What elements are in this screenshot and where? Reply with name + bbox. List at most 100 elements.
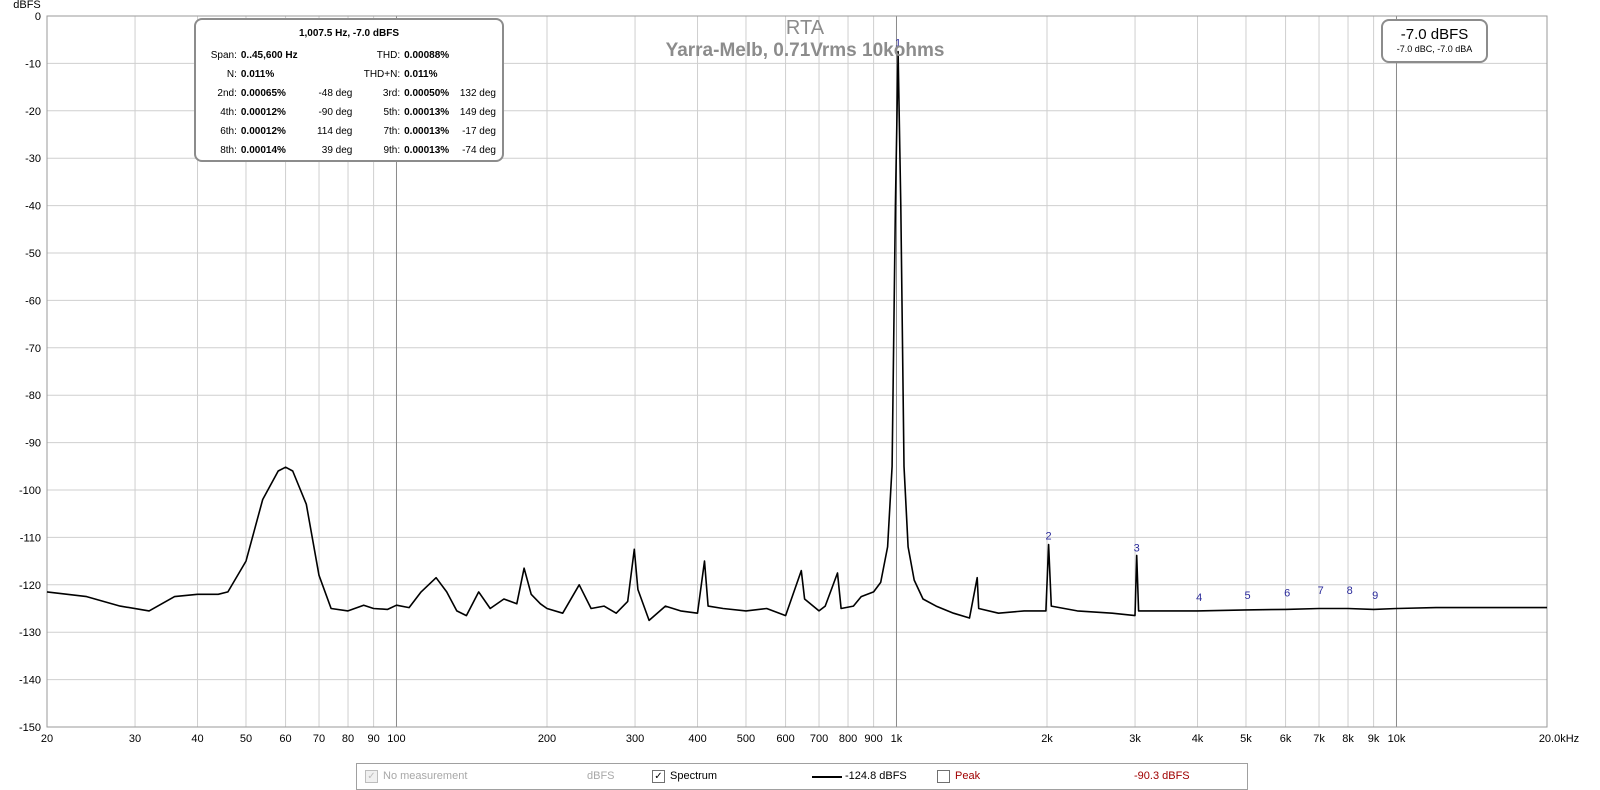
peak-checkbox[interactable] <box>937 770 950 783</box>
series-layer <box>46 50 1547 622</box>
harmonic-marker-2: 2 <box>1046 531 1052 543</box>
info-cell-v1: 0.00012% <box>240 126 286 137</box>
info-cell-v1: 0.00065% <box>240 88 286 99</box>
measurement-info-panel: 1,007.5 Hz, -7.0 dBFS Span: 0..45,600 Hz T… <box>194 18 504 162</box>
x-tick-label: 300 <box>626 733 644 745</box>
harmonic-marker-5: 5 <box>1245 590 1251 602</box>
info-cell-v1: 0.011% <box>240 69 275 80</box>
info-cell-v2: 0.00013% <box>404 126 450 137</box>
x-tick-label: 40 <box>191 733 203 745</box>
x-tick-label: 60 <box>279 733 291 745</box>
info-row: 4th: 0.00012% -90 deg 5th: 0.00013% 149 deg <box>196 103 502 122</box>
info-cell-l2: THD+N: <box>363 69 401 80</box>
info-cell-d2: -17 deg <box>462 126 496 137</box>
y-axis-ticks: 0 -10 -20 -30 -40 -50 -60 -70 -80 -90 -100 -110 -120… <box>19 11 41 734</box>
x-tick-label: 2k <box>1041 733 1053 745</box>
x-tick-label: 30 <box>129 733 141 745</box>
harmonic-marker-4: 4 <box>1196 592 1202 604</box>
info-cell-l1: 8th: <box>220 145 237 156</box>
x-tick-label: 50 <box>240 733 252 745</box>
info-cell-d1 <box>305 46 359 65</box>
harmonic-marker-9: 9 <box>1372 590 1378 602</box>
info-header: 1,007.5 Hz, -7.0 dBFS <box>298 28 400 39</box>
x-tick-label: 6k <box>1280 733 1292 745</box>
y-tick-label: -110 <box>20 532 41 544</box>
info-cell-v2: 0.00050% <box>404 88 450 99</box>
info-cell-v2: 0.00013% <box>404 107 450 118</box>
y-tick-label: -100 <box>19 485 41 497</box>
x-tick-label: 500 <box>737 733 755 745</box>
x-tick-label: 90 <box>367 733 379 745</box>
x-tick-label: 900 <box>864 733 882 745</box>
info-cell-v1: 0.00012% <box>240 107 286 118</box>
chart-title: RTA <box>786 17 825 39</box>
x-tick-label: 80 <box>342 733 354 745</box>
chart-subtitle: Yarra-Melb, 0.71Vrms 10kohms <box>666 40 945 61</box>
info-cell-v2: 0.011% <box>404 69 438 80</box>
y-tick-label: -30 <box>25 153 41 165</box>
legend-bar: ✓ No measurement dBFS ✓ Spectrum -124.8 … <box>356 763 1248 790</box>
info-cell-v1: 0..45,600 Hz <box>240 50 298 61</box>
x-tick-label: 100 <box>387 733 405 745</box>
spectrum-checkbox[interactable]: ✓ <box>652 770 665 783</box>
x-tick-label: 10k <box>1388 733 1406 745</box>
info-cell-d1: -48 deg <box>318 88 353 99</box>
y-tick-label: -70 <box>25 343 41 355</box>
harmonic-marker-8: 8 <box>1347 585 1353 597</box>
harmonic-marker-3: 3 <box>1134 542 1140 554</box>
harmonic-marker-1: 1 <box>895 38 901 50</box>
info-cell-l1: N: <box>226 69 237 80</box>
info-cell-v2: 0.00088% <box>404 50 450 61</box>
harmonic-marker-7: 7 <box>1318 585 1324 597</box>
info-cell-d2 <box>460 65 502 84</box>
y-tick-label: -130 <box>19 627 41 639</box>
info-cell-d2: 149 deg <box>459 107 496 118</box>
x-tick-label: 8k <box>1342 733 1354 745</box>
x-tick-label: 200 <box>538 733 556 745</box>
y-tick-label: -20 <box>25 106 41 118</box>
x-axis-ticks: 20 30 40 50 60 70 80 90 100 200 300 400 500 600 700 800… <box>41 733 1579 745</box>
info-row: 2nd: 0.00065% -48 deg 3rd: 0.00050% 132 deg <box>196 84 502 103</box>
info-cell-v1: 0.00014% <box>240 145 286 156</box>
x-tick-label: 700 <box>810 733 828 745</box>
info-cell-l1: Span: <box>210 50 237 61</box>
info-row: N: 0.011% THD+N: 0.011% <box>196 65 502 84</box>
x-tick-label: 70 <box>313 733 325 745</box>
y-tick-label: -90 <box>25 438 41 450</box>
y-tick-label: -60 <box>25 295 41 307</box>
level-main: -7.0 dBFS <box>1400 26 1469 43</box>
peak-label: Peak <box>955 770 981 782</box>
info-row: Span: 0..45,600 Hz THD: 0.00088% <box>196 46 502 65</box>
x-tick-label: 400 <box>688 733 706 745</box>
info-cell-d1: -90 deg <box>318 107 353 118</box>
x-tick-label: 5k <box>1240 733 1252 745</box>
info-row: 8th: 0.00014% 39 deg 9th: 0.00013% -74 deg <box>196 141 502 160</box>
info-cell-d1 <box>305 65 359 84</box>
x-tick-label: 7k <box>1313 733 1325 745</box>
info-cell-d2: -74 deg <box>462 145 496 156</box>
y-tick-label: 0 <box>35 11 41 23</box>
x-tick-label: 9k <box>1368 733 1380 745</box>
info-cell-l1: 2nd: <box>217 88 237 99</box>
x-tick-label: 3k <box>1129 733 1141 745</box>
level-readout: -7.0 dBFS -7.0 dBC, -7.0 dBA <box>1381 19 1488 63</box>
x-tick-label: 1k <box>891 733 903 745</box>
peak-value: -90.3 dBFS <box>1134 770 1190 782</box>
x-tick-label: 20.0kHz <box>1539 733 1579 745</box>
info-cell-l2: 5th: <box>383 107 401 118</box>
info-cell-v2: 0.00013% <box>404 145 450 156</box>
info-row: 6th: 0.00012% 114 deg 7th: 0.00013% -17 deg <box>196 122 502 141</box>
y-tick-label: -50 <box>25 248 41 260</box>
no-measurement-label: No measurement <box>383 770 468 782</box>
info-cell-d2 <box>460 46 502 65</box>
info-cell-l2: 9th: <box>383 145 401 156</box>
plot-border <box>46 15 1548 728</box>
no-measurement-checkbox[interactable]: ✓ <box>365 770 378 783</box>
y-tick-label: -80 <box>25 390 41 402</box>
info-cell-l2: 3rd: <box>382 88 401 99</box>
y-tick-label: -120 <box>19 580 41 592</box>
spectrum-label: Spectrum <box>670 770 718 782</box>
info-cell-l2: THD: <box>376 50 401 61</box>
x-tick-label: 600 <box>776 733 794 745</box>
spectrum-line-swatch <box>812 776 842 778</box>
